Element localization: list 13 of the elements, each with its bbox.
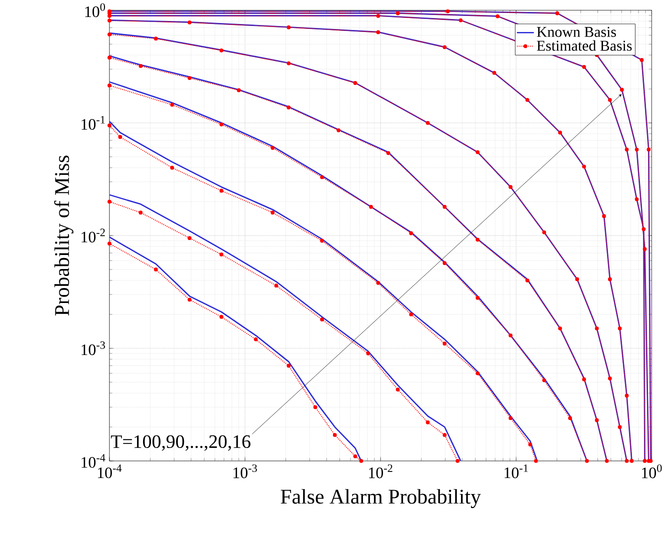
- x-axis-title: False Alarm Probability: [280, 489, 481, 508]
- x-tick-label: 10$^{-1}$: [504, 464, 528, 478]
- x-tick-label: 10$^{-3}$: [234, 464, 257, 478]
- x-tick-label: 10$^{-2}$: [369, 464, 392, 478]
- annotation: T=100,90,...,20,16: [110, 435, 250, 451]
- legend-label: Estimated Basis: [536, 40, 632, 52]
- y-tick-label: 10$^{-3}$: [82, 342, 105, 356]
- x-tick-label: 10$^{0}$: [642, 464, 662, 478]
- y-tick-label: 10$^{-2}$: [82, 228, 105, 243]
- y-tick-label: 10$^{-1}$: [82, 116, 105, 130]
- legend-label: Known Basis: [536, 27, 616, 38]
- y-tick-label: 10$^{0}$: [85, 4, 106, 18]
- y-axis-title: Probability of Miss: [54, 156, 74, 316]
